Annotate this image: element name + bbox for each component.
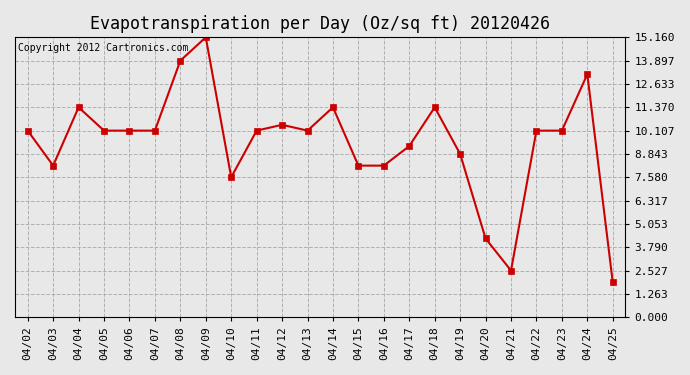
Title: Evapotranspiration per Day (Oz/sq ft) 20120426: Evapotranspiration per Day (Oz/sq ft) 20…: [90, 15, 550, 33]
Text: Copyright 2012 Cartronics.com: Copyright 2012 Cartronics.com: [18, 43, 188, 53]
